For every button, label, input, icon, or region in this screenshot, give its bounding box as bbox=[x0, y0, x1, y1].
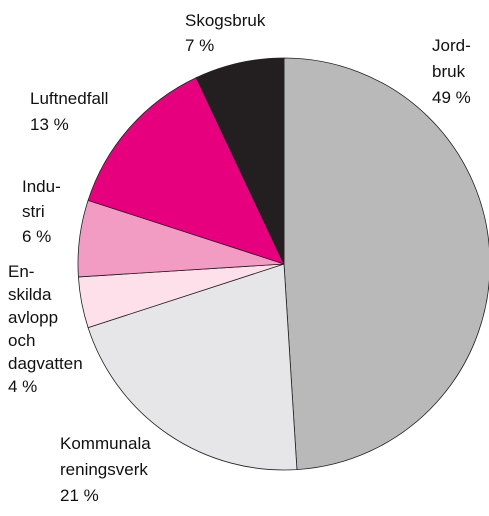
slice-label: Skogsbruk 7 % bbox=[185, 8, 265, 58]
slice-label: Indu- stri 6 % bbox=[22, 174, 61, 249]
slice-label: Jord- bruk 49 % bbox=[432, 33, 471, 111]
category-label: Skogsbruk bbox=[185, 11, 266, 30]
slice-label: Kommunala reningsverk 21 % bbox=[60, 431, 151, 509]
pie-slice bbox=[87, 77, 285, 265]
value-label: 4 % bbox=[8, 377, 38, 396]
value-label: 21 % bbox=[60, 486, 99, 505]
value-label: 49 % bbox=[432, 88, 471, 107]
value-label: 6 % bbox=[22, 227, 52, 246]
category-label: Indu- stri bbox=[22, 177, 61, 221]
slice-label: Luftnedfall 13 % bbox=[30, 86, 108, 138]
pie-slice bbox=[195, 57, 285, 265]
pie-slice bbox=[87, 263, 298, 471]
slice-label: En- skilda avlopp och dagvatten 4 % bbox=[8, 260, 83, 398]
category-label: Kommunala reningsverk bbox=[60, 434, 151, 479]
category-label: En- skilda avlopp och dagvatten bbox=[8, 262, 83, 373]
category-label: Jord- bruk bbox=[432, 36, 471, 81]
value-label: 7 % bbox=[185, 36, 215, 55]
category-label: Luftnedfall bbox=[30, 89, 109, 108]
pie-slice bbox=[283, 57, 489, 471]
value-label: 13 % bbox=[30, 115, 69, 134]
